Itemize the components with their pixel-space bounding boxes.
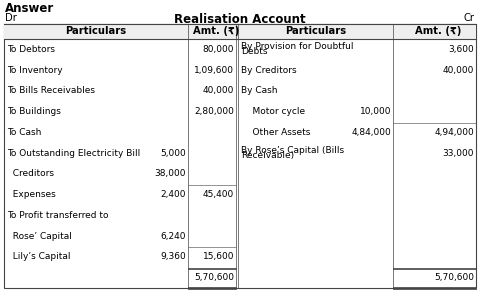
Text: Receivable): Receivable) — [241, 151, 294, 160]
Text: Lily’s Capital: Lily’s Capital — [7, 252, 71, 261]
Text: Rose’ Capital: Rose’ Capital — [7, 232, 72, 241]
Text: Dr: Dr — [5, 13, 17, 23]
Text: 33,000: 33,000 — [443, 149, 474, 158]
Text: Expenses: Expenses — [7, 190, 56, 199]
Text: 9,360: 9,360 — [160, 252, 186, 261]
Text: 6,240: 6,240 — [160, 232, 186, 241]
Text: To Debtors: To Debtors — [7, 45, 55, 54]
Text: Motor cycle: Motor cycle — [241, 107, 305, 116]
Text: To Cash: To Cash — [7, 128, 41, 137]
Text: By Cash: By Cash — [241, 86, 277, 95]
Text: 2,80,000: 2,80,000 — [194, 107, 234, 116]
Text: Particulars: Particulars — [285, 27, 346, 36]
Text: Debts: Debts — [241, 47, 267, 56]
Text: Amt. (₹): Amt. (₹) — [193, 27, 239, 36]
Text: To Buildings: To Buildings — [7, 107, 61, 116]
Text: To Outstanding Electricity Bill: To Outstanding Electricity Bill — [7, 149, 140, 158]
Text: To Profit transferred to: To Profit transferred to — [7, 211, 108, 220]
Text: 3,600: 3,600 — [448, 45, 474, 54]
Text: Creditors: Creditors — [7, 169, 54, 178]
Text: Answer: Answer — [5, 2, 54, 15]
Text: Particulars: Particulars — [65, 27, 127, 36]
Text: Cr: Cr — [464, 13, 475, 23]
Text: 5,70,600: 5,70,600 — [434, 273, 474, 282]
Text: Realisation Account: Realisation Account — [174, 13, 306, 26]
Text: 40,000: 40,000 — [443, 66, 474, 75]
Text: 80,000: 80,000 — [203, 45, 234, 54]
Text: 5,70,600: 5,70,600 — [194, 273, 234, 282]
Text: 38,000: 38,000 — [155, 169, 186, 178]
Text: Other Assets: Other Assets — [241, 128, 311, 137]
Bar — [4, 24, 476, 39]
Text: 2,400: 2,400 — [160, 190, 186, 199]
Text: 15,600: 15,600 — [203, 252, 234, 261]
Text: 45,400: 45,400 — [203, 190, 234, 199]
Text: 4,84,000: 4,84,000 — [351, 128, 391, 137]
Text: Amt. (₹): Amt. (₹) — [415, 27, 462, 36]
Text: 5,000: 5,000 — [160, 149, 186, 158]
Text: 1,09,600: 1,09,600 — [194, 66, 234, 75]
Text: To Inventory: To Inventory — [7, 66, 62, 75]
Text: 4,94,000: 4,94,000 — [434, 128, 474, 137]
Text: By Provision for Doubtful: By Provision for Doubtful — [241, 42, 353, 51]
Text: 40,000: 40,000 — [203, 86, 234, 95]
Text: By Creditors: By Creditors — [241, 66, 297, 75]
Text: 10,000: 10,000 — [360, 107, 391, 116]
Text: By Rose’s Capital (Bills: By Rose’s Capital (Bills — [241, 146, 344, 155]
Text: To Bills Receivables: To Bills Receivables — [7, 86, 95, 95]
